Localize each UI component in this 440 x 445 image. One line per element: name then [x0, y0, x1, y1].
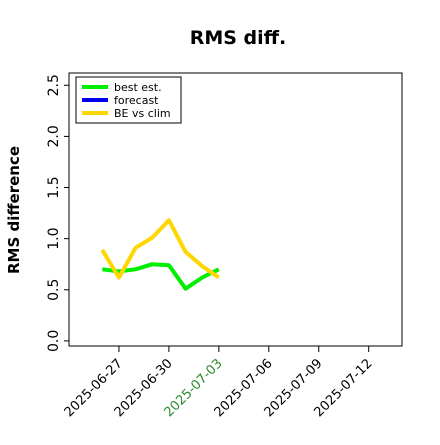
y-axis: 0.0 0.5 1.0 1.5 2.0 2.5: [46, 74, 69, 352]
series-line-be-vs-clim: [100, 218, 220, 280]
y-tick-label: 1.0: [46, 228, 62, 250]
y-tick-label: 1.5: [46, 176, 62, 198]
legend-label-forecast: forecast: [114, 94, 159, 107]
series-layer: [100, 218, 220, 291]
legend-label-be-vs-clim: BE vs clim: [114, 107, 171, 120]
y-tick-label: 0.5: [46, 279, 62, 301]
y-tick-label: 0.0: [46, 330, 62, 352]
legend-label-best-est: best est.: [114, 81, 162, 94]
chart-title: RMS diff.: [190, 27, 287, 49]
plot-frame: [68, 72, 403, 347]
y-tick-label: 2.5: [46, 74, 62, 96]
y-tick-label: 2.0: [46, 125, 62, 147]
y-axis-label: RMS difference: [5, 146, 23, 274]
x-axis: 2025-06-272025-06-302025-07-032025-07-06…: [62, 346, 376, 420]
